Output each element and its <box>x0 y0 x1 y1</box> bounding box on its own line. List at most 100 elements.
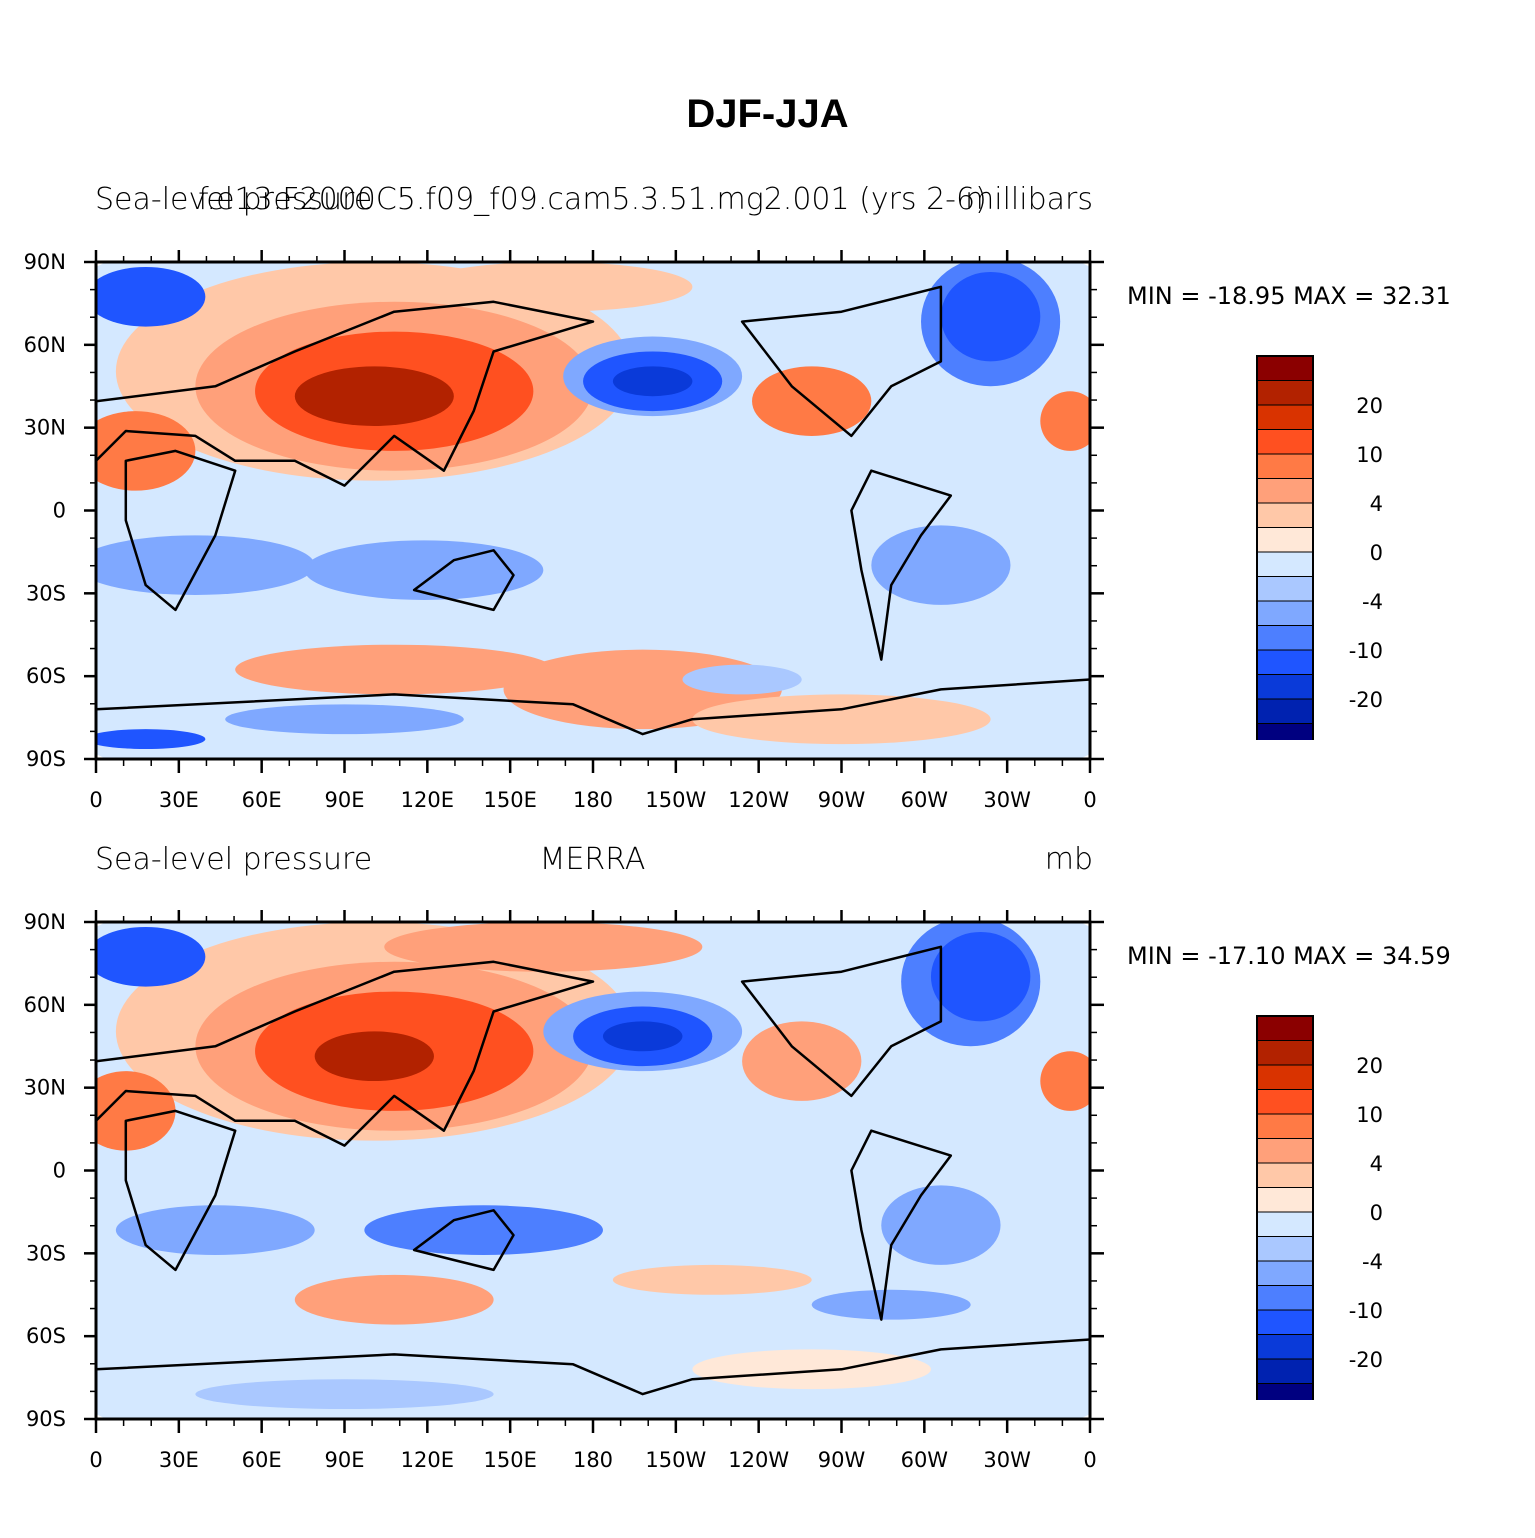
x-tick-label: 0 <box>1083 1448 1096 1472</box>
pressure-anomaly-region <box>612 1264 812 1295</box>
colorbar-label: 10 <box>1356 443 1383 467</box>
pressure-anomaly-region <box>96 729 206 750</box>
y-tick-label: 90N <box>24 910 66 934</box>
pressure-anomaly-region <box>314 1031 434 1082</box>
y-tick-label: 30S <box>26 581 66 605</box>
colorbar-label: 4 <box>1370 492 1383 516</box>
colorbar-swatch <box>1256 1309 1314 1335</box>
colorbar-swatch <box>1256 625 1314 651</box>
y-tick-label: 0 <box>53 499 66 523</box>
x-tick-label: 60E <box>242 1448 282 1472</box>
pressure-anomaly-region <box>682 664 802 695</box>
colorbar-swatch <box>1256 404 1314 430</box>
coastline <box>412 1209 515 1272</box>
colorbar-swatch <box>1256 1334 1314 1360</box>
pressure-anomaly-region <box>612 366 693 397</box>
colorbar-label: 0 <box>1370 541 1383 565</box>
x-tick-label: 120W <box>728 788 789 812</box>
colorbar-label: 0 <box>1370 1201 1383 1225</box>
x-tick-label: 30E <box>159 788 199 812</box>
colorbar-swatch <box>1256 1187 1314 1213</box>
colorbar-swatch <box>1256 527 1314 553</box>
coastline <box>96 300 595 487</box>
x-tick-label: 180 <box>573 1448 613 1472</box>
colorbar-label: 10 <box>1356 1103 1383 1127</box>
colorbar-swatch <box>1256 380 1314 406</box>
colorbar-swatch <box>1256 1089 1314 1115</box>
colorbar-swatch <box>1256 649 1314 675</box>
pressure-anomaly-region <box>96 1071 176 1151</box>
coastline <box>124 449 237 612</box>
pressure-anomaly-region <box>692 1349 931 1390</box>
pressure-anomaly-region <box>115 1205 315 1255</box>
x-tick-label: 60W <box>901 1448 949 1472</box>
colorbar-swatch <box>1256 698 1314 724</box>
pressure-anomaly-region <box>96 535 315 595</box>
colorbar-swatch <box>1256 502 1314 528</box>
colorbar-label: 20 <box>1356 1054 1383 1078</box>
pressure-anomaly-region <box>930 931 1031 1022</box>
colorbar-swatch <box>1256 1015 1314 1041</box>
x-tick-label: 0 <box>89 1448 102 1472</box>
obs-panel: Sea-level pressure MERRA mb MIN = -17.10… <box>0 842 1535 1472</box>
pressure-anomaly-region <box>195 1379 494 1410</box>
pressure-anomaly-region <box>1040 1051 1090 1111</box>
colorbar-frame <box>1256 355 1314 740</box>
pressure-anomaly-region <box>96 926 206 987</box>
x-tick-label: 90W <box>818 1448 866 1472</box>
pressure-anomaly-region <box>225 704 464 735</box>
x-tick-label: 150W <box>645 788 706 812</box>
colorbar-swatch <box>1256 1236 1314 1262</box>
min-max-label: MIN = -17.10 MAX = 34.59 <box>1127 942 1451 970</box>
colorbar: 20 10 4 0 -4 -10 -20 <box>1256 355 1383 740</box>
colorbar-swatch <box>1256 453 1314 479</box>
pressure-anomaly-region <box>1040 391 1090 451</box>
x-tick-label: 60E <box>242 788 282 812</box>
colorbar: 20 10 4 0 -4 -10 -20 <box>1256 1015 1383 1400</box>
colorbar-swatch <box>1256 723 1314 740</box>
x-tick-label: 180 <box>573 788 613 812</box>
colorbar-swatch <box>1256 355 1314 381</box>
coastline <box>96 1338 1090 1396</box>
x-tick-label: 120E <box>401 788 454 812</box>
pressure-anomaly-region <box>304 540 544 600</box>
y-tick-label: 30N <box>24 416 66 440</box>
colorbar-swatch <box>1256 1211 1314 1237</box>
pressure-anomaly-region <box>752 366 872 436</box>
coastline <box>740 285 943 438</box>
y-tick-label: 30S <box>26 1241 66 1265</box>
y-tick-label: 90S <box>26 747 66 771</box>
coastline <box>850 469 953 661</box>
y-tick-label: 30N <box>24 1076 66 1100</box>
colorbar-label: -10 <box>1349 1299 1383 1323</box>
pressure-anomaly-region <box>384 922 703 972</box>
pressure-anomaly-region <box>96 266 206 327</box>
x-tick-label: 30W <box>983 788 1031 812</box>
x-tick-label: 90W <box>818 788 866 812</box>
y-tick-label: 60S <box>26 1324 66 1348</box>
colorbar-swatch <box>1256 1260 1314 1286</box>
colorbar-swatch <box>1256 551 1314 577</box>
map-plot: 90N 60N 30N 0 30S 60S 90S 0 30E 60E 90E 120E 150E 180… <box>24 250 1104 812</box>
x-tick-label: 30W <box>983 1448 1031 1472</box>
figure-title: DJF-JJA <box>686 92 849 136</box>
colorbar-swatch <box>1256 1040 1314 1066</box>
panel-units: millibars <box>965 182 1093 217</box>
coastline <box>412 549 515 612</box>
coastline <box>740 945 943 1098</box>
coastline <box>96 678 1090 736</box>
x-tick-label: 120E <box>401 1448 454 1472</box>
map-plot: 90N 60N 30N 0 30S 60S 90S 0 30E 60E 90E 120E 150E 180… <box>24 910 1104 1472</box>
x-tick-label: 30E <box>159 1448 199 1472</box>
y-tick-label: 0 <box>53 1159 66 1183</box>
x-tick-label: 120W <box>728 1448 789 1472</box>
panel-center-title: f.e13.F2000C5.f09_f09.cam5.3.51.mg2.001 … <box>198 182 987 217</box>
colorbar-swatch <box>1256 1064 1314 1090</box>
pressure-anomaly-region <box>742 1021 862 1101</box>
x-tick-label: 150W <box>645 1448 706 1472</box>
x-tick-label: 150E <box>483 788 536 812</box>
colorbar-swatch <box>1256 478 1314 504</box>
colorbar-swatch <box>1256 1358 1314 1384</box>
colorbar-swatch <box>1256 674 1314 700</box>
colorbar-swatch <box>1256 1383 1314 1400</box>
